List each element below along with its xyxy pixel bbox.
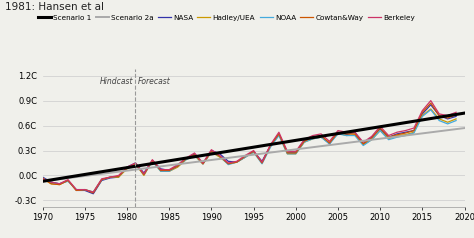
Text: Hindcast: Hindcast	[100, 76, 133, 85]
Legend: Scenario 1, Scenario 2a, NASA, Hadley/UEA, NOAA, Cowtan&Way, Berkeley: Scenario 1, Scenario 2a, NASA, Hadley/UE…	[38, 15, 415, 21]
Text: 1981: Hansen et al: 1981: Hansen et al	[5, 2, 104, 12]
Text: Forecast: Forecast	[138, 76, 171, 85]
